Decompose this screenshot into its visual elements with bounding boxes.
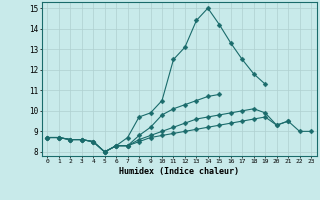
X-axis label: Humidex (Indice chaleur): Humidex (Indice chaleur) xyxy=(119,167,239,176)
